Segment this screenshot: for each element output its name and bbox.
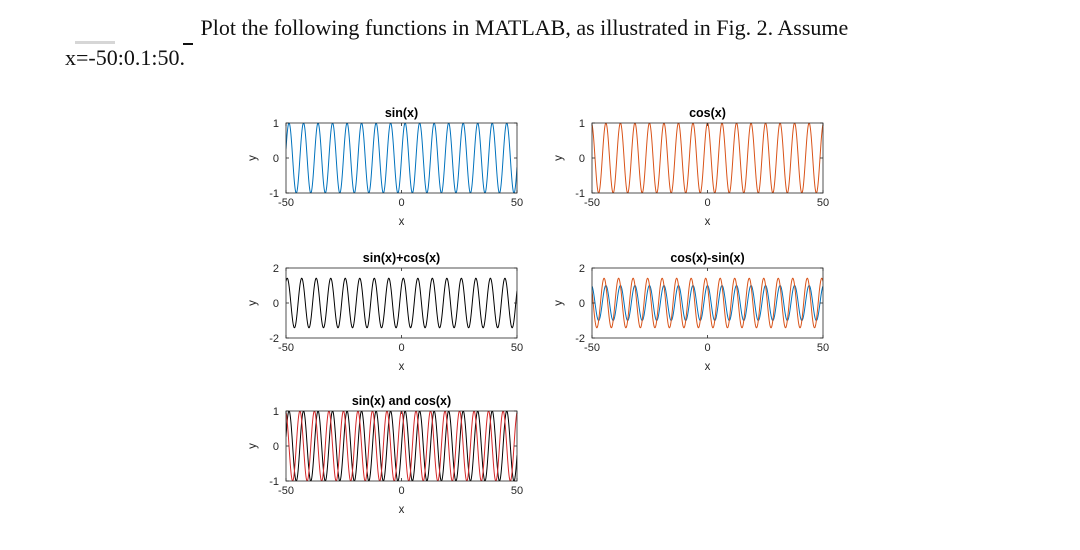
series-line-1 [286,123,517,193]
y-axis-label: y [553,300,565,306]
series-line-1 [592,123,823,193]
x-tick-label: 0 [704,342,710,354]
y-tick-label: 2 [273,263,279,275]
x-tick-label: 0 [398,342,404,354]
y-tick-label: 0 [579,153,585,165]
subplot-5: -50 0 50 -1 0 1 sin(x) and cos(x) x y [247,394,523,516]
subplot-1: -50 0 50 -1 0 1 sin(x) x y [247,106,523,228]
y-tick-label: 0 [273,298,279,310]
question-line-2: x=-50:0.1:50. [65,45,185,70]
x-axis-label: x [705,361,711,373]
y-tick-label: -1 [575,188,585,200]
y-tick-label: 0 [273,153,279,165]
x-tick-label: 0 [398,197,404,209]
y-tick-label: -2 [269,333,279,345]
question-number-marker [65,21,195,45]
series-line-1 [286,411,517,481]
subplot-title: cos(x)-sin(x) [670,251,744,265]
y-tick-label: 2 [579,263,585,275]
y-tick-label: -1 [269,188,279,200]
y-tick-label: 1 [273,118,279,130]
axes-box [591,122,824,194]
subplot-title: sin(x) [385,106,418,120]
x-tick-label: 50 [817,342,829,354]
x-axis-label: x [399,504,405,516]
x-tick-label: -50 [278,342,294,354]
subplot-title: sin(x)+cos(x) [363,251,440,265]
subplot-title: cos(x) [689,106,726,120]
subplot-2: -50 0 50 -1 0 1 cos(x) x y [553,106,829,228]
x-tick-label: 50 [817,197,829,209]
x-tick-label: 50 [511,197,523,209]
subplot-title: sin(x) and cos(x) [352,394,451,408]
x-tick-label: -50 [278,197,294,209]
subplot-3: -50 0 50 -2 0 2 sin(x)+cos(x) x y [247,251,523,373]
subplot-4: -50 0 50 -2 0 2 cos(x)-sin(x) x y [553,251,829,373]
x-tick-label: 0 [398,485,404,497]
x-tick-label: 50 [511,342,523,354]
x-tick-label: -50 [278,485,294,497]
x-axis-label: x [399,361,405,373]
x-tick-label: 0 [704,197,710,209]
y-axis-label: y [247,155,259,161]
x-tick-label: -50 [584,197,600,209]
question-text: Plot the following functions in MATLAB, … [65,13,1025,73]
y-axis-label: y [247,443,259,449]
y-axis-label: y [247,300,259,306]
question-line-1: Plot the following functions in MATLAB, … [200,15,849,40]
series-line-1 [286,277,517,329]
series-line-2 [592,277,823,329]
y-tick-label: 1 [579,118,585,130]
x-tick-label: -50 [584,342,600,354]
y-tick-label: 0 [579,298,585,310]
x-tick-label: 50 [511,485,523,497]
y-axis-label: y [553,155,565,161]
y-tick-label: 1 [273,406,279,418]
y-tick-label: 0 [273,441,279,453]
y-tick-label: -2 [575,333,585,345]
x-axis-label: x [705,216,711,228]
y-tick-label: -1 [269,476,279,488]
series-line-2 [286,411,517,481]
x-axis-label: x [399,216,405,228]
